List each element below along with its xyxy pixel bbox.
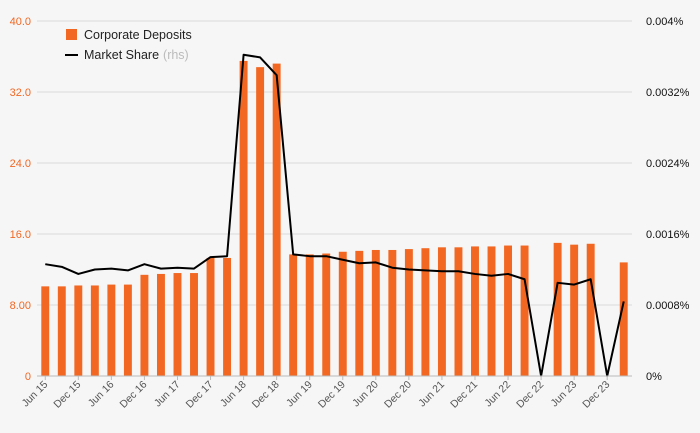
legend-label-corporate-deposits: Corporate Deposits [84,28,192,42]
x-tick-label: Jun 16 [86,379,117,410]
bar [123,284,132,376]
right-tick-label: 0.0016% [646,229,690,241]
gridlines [37,20,632,306]
bar [156,273,165,376]
x-tick-label: Jun 18 [218,379,249,410]
bar [256,67,265,377]
bar [619,262,628,376]
bar [107,284,116,376]
x-tick-label: Jun 21 [416,379,447,410]
x-axis-ticks: Jun 15 Dec 15 Jun 16 Dec 16 Jun 17 Dec 17 Jun … [20,376,612,411]
bar [355,250,364,376]
bar [239,60,248,376]
x-tick-label: Dec 21 [448,379,480,411]
bar [272,63,281,376]
bar [305,254,314,376]
bar [570,244,579,376]
bar [90,285,99,376]
bar [289,254,298,376]
bar [520,245,529,376]
x-tick-label: Dec 18 [250,379,282,411]
bar [190,273,198,376]
bar [553,242,562,376]
bar [140,274,149,376]
bar [454,247,463,376]
bar [322,253,331,376]
bar [421,248,430,376]
x-tick-label: Jun 20 [350,379,381,410]
bar [471,246,479,376]
right-tick-label: 0.0032% [646,87,690,99]
x-tick-label: Jun 15 [20,379,51,410]
bar [338,251,347,376]
x-tick-label: Jun 17 [152,379,183,410]
x-tick-label: Jun 23 [548,379,579,410]
right-tick-label: 0.004% [646,16,684,28]
left-tick-label: 8.00 [10,300,31,312]
legend: Corporate Deposits Market Share (rhs) [65,28,192,62]
x-tick-label: Dec 19 [316,379,348,411]
right-axis-ticks: 0% 0.0008% 0.0016% 0.0024% 0.0032% 0.004% [646,16,690,383]
x-tick-label: Dec 15 [51,379,83,411]
x-tick-label: Dec 20 [382,379,414,411]
bar [371,249,380,376]
left-tick-label: 32.0 [10,87,31,99]
bar [388,249,397,376]
left-tick-label: 24.0 [10,158,31,170]
bar [57,286,66,376]
left-tick-label: 16.0 [10,229,31,241]
bar [173,273,182,376]
x-tick-label: Dec 23 [580,379,612,411]
legend-swatch-corporate-deposits [66,29,77,40]
legend-label-market-share: Market Share (rhs) [84,48,189,62]
left-tick-label: 40.0 [10,16,31,28]
x-tick-label: Dec 17 [184,379,216,411]
bar [487,246,496,376]
legend-label-market-share-suffix: (rhs) [163,48,189,62]
x-tick-label: Dec 22 [514,379,546,411]
bar [41,286,50,376]
bar [223,257,232,376]
right-tick-label: 0.0024% [646,158,690,170]
bar [586,243,595,376]
bar [206,257,215,376]
bar [74,285,83,376]
right-tick-label: 0.0008% [646,300,690,312]
x-tick-label: Jun 22 [482,379,513,410]
left-tick-label: 0 [25,371,31,383]
bar [437,247,446,376]
x-tick-label: Dec 16 [118,379,150,411]
x-tick-label: Jun 19 [284,379,315,410]
left-axis-ticks: 0 8.00 16.0 24.0 32.0 40.0 [10,16,31,383]
right-tick-label: 0% [646,371,662,383]
bar-series [41,60,628,377]
legend-label-market-share-name: Market Share [84,48,159,62]
market-share-line [45,53,625,377]
bar [504,245,513,376]
bar [404,249,413,376]
